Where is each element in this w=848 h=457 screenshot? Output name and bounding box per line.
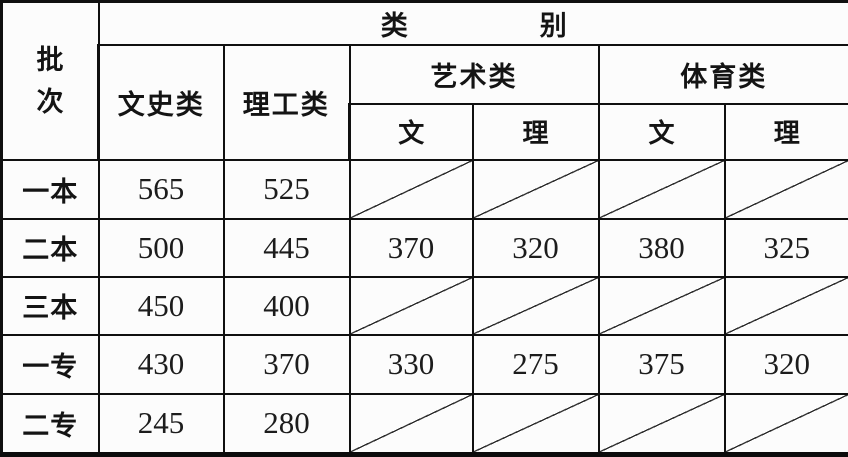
score-cell: 375	[597, 333, 726, 395]
row-label: 二专	[0, 392, 100, 457]
col-header-ligong: 理工类	[222, 43, 351, 161]
score-cell	[723, 275, 848, 336]
table-row: 三本 450 400	[0, 275, 848, 336]
corner-header-line2: 次	[36, 86, 64, 117]
score-cell: 330	[348, 333, 474, 395]
category-char-left: 类	[380, 10, 408, 41]
score-cell	[348, 275, 474, 336]
row-label: 三本	[0, 275, 100, 336]
score-cell	[471, 158, 600, 220]
score-cell: 320	[723, 333, 848, 395]
table-row: 一本 565 525	[0, 158, 848, 220]
score-cell: 450	[97, 275, 225, 336]
subheader-tiyu-wen: 文	[597, 102, 726, 161]
score-cell	[723, 392, 848, 457]
score-cell: 370	[348, 217, 474, 278]
row-label: 一专	[0, 333, 100, 395]
score-cell: 325	[723, 217, 848, 278]
score-cell: 275	[471, 333, 600, 395]
row-label: 一本	[0, 158, 100, 220]
score-cell	[597, 392, 726, 457]
category-char-right: 别	[539, 10, 567, 41]
score-cell	[471, 392, 600, 457]
score-cell: 430	[97, 333, 225, 395]
score-cell: 445	[222, 217, 351, 278]
score-cell: 245	[97, 392, 225, 457]
score-cell: 565	[97, 158, 225, 220]
subheader-yishu-li: 理	[471, 102, 600, 161]
score-cell	[597, 275, 726, 336]
score-cell	[348, 392, 474, 457]
col-header-yishu: 艺术类	[348, 43, 600, 105]
corner-header-pici: 批 次	[0, 0, 100, 161]
score-cell: 525	[222, 158, 351, 220]
col-header-wenshi: 文史类	[97, 43, 225, 161]
table-row: 二专 245 280	[0, 392, 848, 457]
table-row: 一专 430 370 330 275 375 320	[0, 333, 848, 395]
subheader-tiyu-li: 理	[723, 102, 848, 161]
score-cell: 320	[471, 217, 600, 278]
corner-header-line1: 批	[36, 44, 64, 75]
table-row: 二本 500 445 370 320 380 325	[0, 217, 848, 278]
score-cell	[597, 158, 726, 220]
score-cell	[348, 158, 474, 220]
subheader-yishu-wen: 文	[348, 102, 474, 161]
score-cell: 500	[97, 217, 225, 278]
col-header-tiyu: 体育类	[597, 43, 848, 105]
score-cell: 370	[222, 333, 351, 395]
score-cell	[471, 275, 600, 336]
category-band-header: 类 别	[97, 0, 848, 46]
score-cell: 280	[222, 392, 351, 457]
score-cell: 380	[597, 217, 726, 278]
score-cell	[723, 158, 848, 220]
row-label: 二本	[0, 217, 100, 278]
score-cell: 400	[222, 275, 351, 336]
